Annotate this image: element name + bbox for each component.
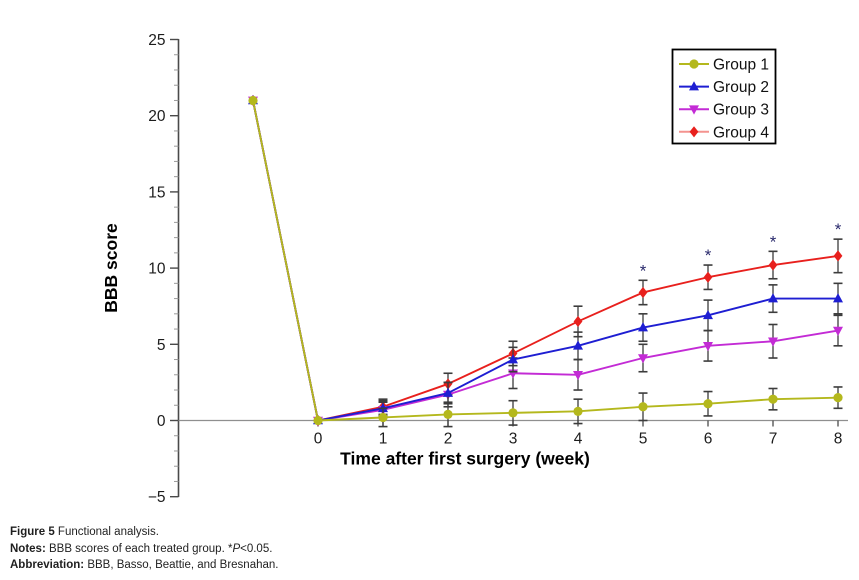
y-axis-tick-label: 25 xyxy=(148,32,165,49)
legend-label-group-4: Group 4 xyxy=(713,124,769,141)
y-axis-title: BBB score xyxy=(101,223,121,313)
y-axis-tick-label: 5 xyxy=(157,337,166,354)
figure-caption: Figure 5 Functional analysis. Notes: BBB… xyxy=(10,524,278,574)
notes-text-2: <0.05. xyxy=(240,542,273,555)
legend-label-group-1: Group 1 xyxy=(713,57,769,74)
legend-marker-group-3 xyxy=(689,105,699,115)
marker-group-2 xyxy=(443,387,453,397)
marker-group-2 xyxy=(768,293,778,303)
significance-asterisk: * xyxy=(835,220,842,239)
caption-line-abbreviation: Abbreviation: BBB, Basso, Beattie, and B… xyxy=(10,557,278,574)
x-axis-tick-label: 6 xyxy=(704,431,713,448)
marker-group-1 xyxy=(378,412,388,423)
legend-marker-group-2 xyxy=(689,81,699,91)
caption-line-notes: Notes: BBB scores of each treated group.… xyxy=(10,541,278,558)
marker-group-3 xyxy=(833,326,843,336)
marker-group-2 xyxy=(833,293,843,303)
series-line-group-4 xyxy=(252,100,839,422)
x-axis-title: Time after first surgery (week) xyxy=(340,449,590,469)
marker-group-4 xyxy=(833,250,843,262)
legend-item-group-2: Group 2 xyxy=(679,79,769,96)
notes-text-1: BBB scores of each treated group. * xyxy=(45,542,233,555)
x-axis-tick-label: 2 xyxy=(444,431,453,448)
legend-item-group-1: Group 1 xyxy=(679,57,769,74)
legend-item-group-4: Group 4 xyxy=(679,124,769,141)
bbb-score-line-chart: −5 0 5 10 15 20 25 0 1 2 3 4 5 6 7 8 Time after first su… xyxy=(101,32,848,505)
significance-asterisk: * xyxy=(705,246,712,265)
marker-group-4 xyxy=(768,259,778,271)
legend-label-group-3: Group 3 xyxy=(713,102,769,119)
x-axis-tick-label: 1 xyxy=(379,431,388,448)
legend-item-group-3: Group 3 xyxy=(679,102,769,119)
marker-group-4 xyxy=(573,315,583,328)
abbreviation-label: Abbreviation: xyxy=(10,559,85,571)
y-axis-tick-label: 20 xyxy=(148,108,166,125)
x-axis-tick-label: 3 xyxy=(509,431,518,448)
marker-group-1 xyxy=(443,409,453,420)
marker-group-2 xyxy=(638,322,648,332)
marker-group-2 xyxy=(703,309,713,320)
significance-asterisk: * xyxy=(640,261,647,280)
marker-group-3 xyxy=(573,370,583,381)
significance-asterisk: * xyxy=(770,232,777,251)
x-axis-tick-label: 0 xyxy=(314,431,323,448)
series-line-group-3 xyxy=(252,100,839,422)
x-axis-tick-label: 8 xyxy=(834,431,843,448)
x-axis-tick-label: 7 xyxy=(769,431,778,448)
y-axis-tick-label: 15 xyxy=(148,184,165,201)
marker-group-1 xyxy=(508,408,518,418)
y-axis-tick-label: 10 xyxy=(148,261,166,278)
figure-label: Figure 5 xyxy=(10,526,55,538)
x-axis-tick-label: 5 xyxy=(639,431,648,448)
x-axis-tick-label: 4 xyxy=(574,431,583,448)
figure-text: Functional analysis. xyxy=(54,526,159,538)
notes-p-italic: P xyxy=(232,542,241,555)
marker-group-3 xyxy=(703,342,713,352)
marker-group-2 xyxy=(378,402,388,413)
legend-marker-group-4 xyxy=(689,126,699,138)
marker-group-3 xyxy=(638,354,648,364)
y-axis-tick-label: 0 xyxy=(157,413,166,430)
marker-group-1 xyxy=(313,415,323,426)
marker-group-2 xyxy=(573,340,583,350)
series-line-group-2 xyxy=(252,100,838,422)
notes-label: Notes: xyxy=(10,542,46,555)
caption-line-figure: Figure 5 Functional analysis. xyxy=(10,524,278,541)
marker-group-1 xyxy=(573,406,583,416)
legend-label-group-2: Group 2 xyxy=(713,79,769,96)
marker-group-1 xyxy=(703,399,713,409)
abbreviation-text: BBB, Basso, Beattie, and Bresnahan. xyxy=(84,559,279,571)
marker-group-3 xyxy=(768,337,778,347)
marker-group-4 xyxy=(703,271,713,283)
marker-group-2 xyxy=(508,354,518,364)
marker-group-4 xyxy=(638,286,648,299)
marker-group-1 xyxy=(638,402,648,412)
series-line-group-1 xyxy=(252,100,839,422)
marker-group-1 xyxy=(248,95,258,106)
y-axis-tick-label: −5 xyxy=(148,489,166,505)
marker-group-1 xyxy=(833,393,843,403)
legend-marker-group-1 xyxy=(689,59,699,69)
marker-group-1 xyxy=(768,394,778,404)
